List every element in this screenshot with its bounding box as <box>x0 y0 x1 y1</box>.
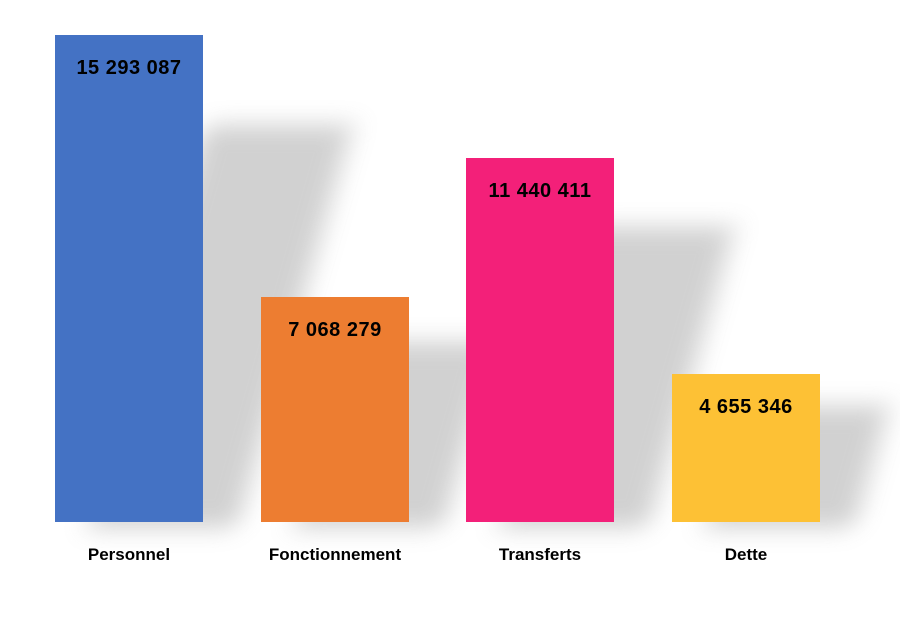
bar-dette: 4 655 346 <box>672 374 820 522</box>
x-axis-labels: Personnel Fonctionnement Transferts Dette <box>55 545 820 575</box>
x-axis-label-fonctionnement: Fonctionnement <box>268 545 402 564</box>
x-axis-label-transferts: Transferts <box>498 545 582 564</box>
x-axis-label-dette: Dette <box>724 545 768 564</box>
bar-value-label: 15 293 087 <box>76 57 182 79</box>
bar-transferts: 11 440 411 <box>466 158 614 522</box>
bar-fonctionnement: 7 068 279 <box>261 297 409 522</box>
bar-group-personnel: 15 293 087 <box>55 35 353 528</box>
bar-value-label: 7 068 279 <box>288 319 382 341</box>
bar-personnel: 15 293 087 <box>55 35 203 522</box>
bar-value-label: 11 440 411 <box>488 180 592 202</box>
bar-value-label: 4 655 346 <box>699 396 793 418</box>
bar-group-transferts: 11 440 411 <box>466 158 735 528</box>
plot-area: 15 293 087 7 068 279 11 440 411 4 655 346 <box>55 35 890 528</box>
x-axis-label-personnel: Personnel <box>87 545 171 564</box>
bar-group-fonctionnement: 7 068 279 <box>261 297 497 528</box>
bar-group-dette: 4 655 346 <box>672 374 890 528</box>
